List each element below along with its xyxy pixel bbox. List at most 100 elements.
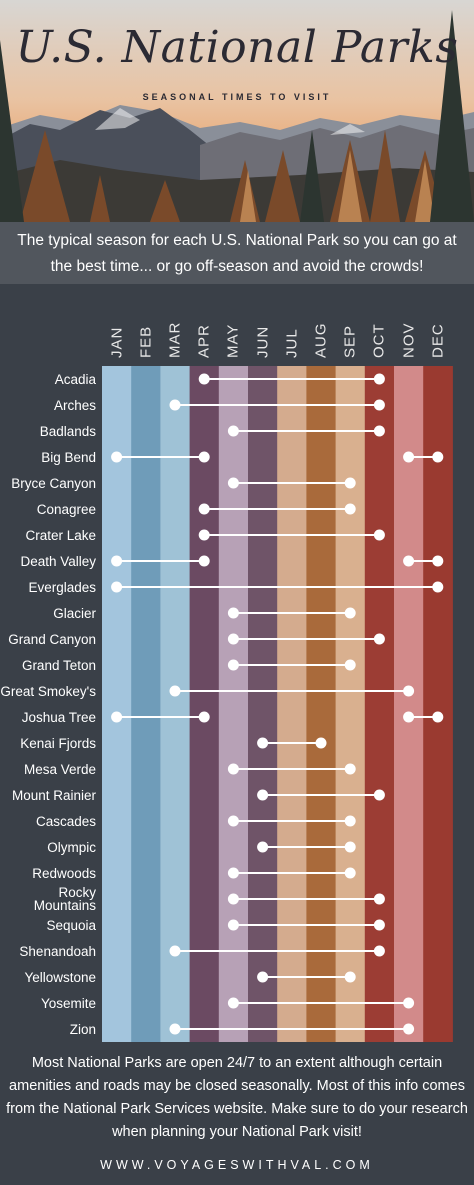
season-range (169, 685, 415, 697)
season-range (227, 919, 385, 931)
park-label: Great Smokey's (0, 683, 96, 699)
month-column-nov (394, 366, 424, 1042)
park-label: Acadia (54, 371, 96, 387)
mountain-landscape-illustration (0, 0, 474, 222)
season-dot (344, 607, 356, 619)
park-label: Mesa Verde (23, 761, 96, 777)
season-chart-svg (102, 366, 453, 1042)
season-dot (432, 711, 444, 723)
season-range (227, 893, 385, 905)
month-header-jan: JAN (102, 298, 131, 358)
park-label: Kenai Fjords (20, 735, 96, 751)
season-dot (373, 373, 385, 385)
month-headers: JAN FEB MAR APR MAY JUN JUL AUG SEP OCT NOV DEC (0, 300, 474, 362)
page-title: U.S. National Parks (15, 22, 459, 73)
season-dot (373, 529, 385, 541)
season-dot (227, 477, 239, 489)
header-image: U.S. National Parks SEASONAL TIMES TO VI… (0, 0, 474, 222)
month-header-nov: NOV (394, 298, 423, 358)
season-range (198, 503, 356, 515)
season-range (403, 711, 444, 723)
season-dot (227, 659, 239, 671)
month-header-apr: APR (190, 298, 219, 358)
website-link[interactable]: WWW.VOYAGESWITHVAL.COM (100, 1158, 374, 1172)
season-dot (227, 997, 239, 1009)
season-dot (257, 841, 269, 853)
season-dot (344, 659, 356, 671)
season-dot (373, 919, 385, 931)
season-range (227, 659, 356, 671)
month-column-jan (102, 366, 132, 1042)
season-dot (373, 893, 385, 905)
season-dot (198, 555, 210, 567)
season-range (169, 945, 385, 957)
season-dot (111, 451, 123, 463)
season-chart: Acadia Arches Badlands Big Bend Bryce Canyon… (0, 366, 474, 1042)
month-label: DEC (429, 323, 447, 358)
season-dot (198, 711, 210, 723)
season-dot (403, 711, 415, 723)
season-range (111, 555, 210, 567)
season-range (169, 1023, 415, 1035)
month-label: OCT (370, 323, 388, 358)
month-column-aug (306, 366, 337, 1042)
season-range (403, 451, 444, 463)
park-label: Glacier (53, 605, 96, 621)
season-dot (111, 555, 123, 567)
season-dot (111, 581, 123, 593)
park-label: Yosemite (40, 995, 96, 1011)
month-header-feb: FEB (131, 298, 160, 358)
month-header-jul: JUL (277, 298, 306, 358)
month-column-sep (335, 366, 366, 1042)
month-column-mar (160, 366, 191, 1042)
park-label: Sequoia (46, 917, 96, 933)
season-dot (344, 815, 356, 827)
season-dot (373, 399, 385, 411)
season-dot (227, 919, 239, 931)
season-range (227, 607, 356, 619)
month-label: JUN (254, 325, 272, 358)
season-dot (403, 685, 415, 697)
park-label: Arches (53, 397, 96, 413)
season-dot (227, 607, 239, 619)
park-label: Conagree (36, 501, 96, 517)
season-range (227, 763, 356, 775)
season-dot (169, 945, 181, 957)
month-label: JAN (108, 326, 126, 358)
park-label: Redwoods (32, 865, 96, 881)
park-label: Mount Rainier (11, 787, 96, 803)
month-header-oct: OCT (365, 298, 394, 358)
park-label: Everglades (28, 579, 96, 595)
intro-text: The typical season for each U.S. Nationa… (0, 222, 474, 284)
season-range (227, 425, 385, 437)
season-range (111, 451, 210, 463)
month-column-feb (131, 366, 161, 1042)
season-range (257, 789, 385, 801)
season-range (227, 477, 356, 489)
season-dot (373, 425, 385, 437)
season-range (111, 711, 210, 723)
season-dot (169, 399, 181, 411)
month-label: SEP (341, 324, 359, 358)
season-dot (344, 841, 356, 853)
season-range (257, 737, 327, 749)
season-dot (111, 711, 123, 723)
month-label: AUG (312, 322, 330, 358)
season-dot (169, 685, 181, 697)
season-dot (432, 581, 444, 593)
season-dot (227, 425, 239, 437)
park-label: Shenandoah (19, 943, 96, 959)
season-dot (227, 867, 239, 879)
season-dot (403, 1023, 415, 1035)
month-column-dec (423, 366, 453, 1042)
season-dot (169, 1023, 181, 1035)
season-range (198, 529, 385, 541)
park-label: Grand Canyon (8, 631, 96, 647)
park-label: Rocky Mountains (33, 885, 96, 913)
park-label: Grand Teton (21, 657, 96, 673)
season-dot (198, 373, 210, 385)
season-dot (403, 451, 415, 463)
season-range (403, 555, 444, 567)
season-range (169, 399, 385, 411)
park-label: Death Valley (20, 553, 96, 569)
